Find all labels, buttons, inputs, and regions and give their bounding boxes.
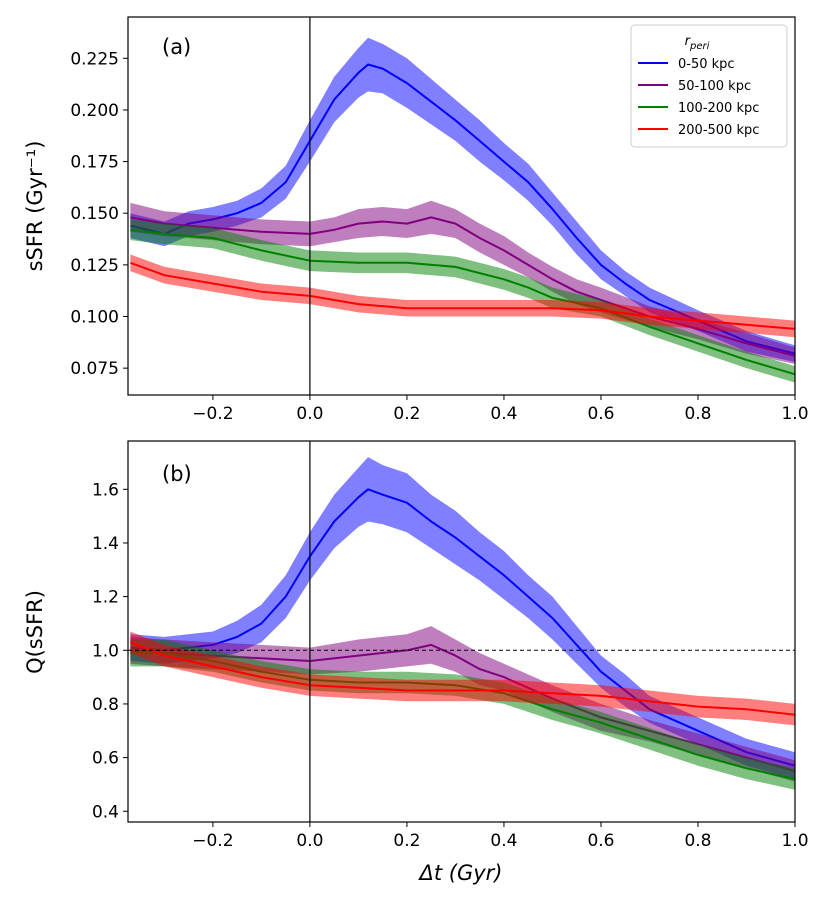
panel-a-y-tick-label: 0.100: [70, 308, 119, 328]
panel-a-x-ticks: −0.2 0.0 0.2 0.4 0.6 0.8 1.0: [192, 395, 809, 424]
panel-a-line-100-200-kpc: [130, 228, 795, 376]
panel-a-line-200-500-kpc: [130, 261, 795, 330]
panel-b-x-tick-label: 0.6: [587, 831, 614, 851]
legend-title-subscript: peri: [689, 41, 710, 52]
panel-b-x-tick-label: 0.2: [393, 831, 420, 851]
panel-a-x-tick-label: 1.0: [781, 404, 808, 424]
panel-a-band-200-500-kpc: [130, 254, 795, 338]
panel-b-x-tick-label: 0.8: [684, 831, 711, 851]
legend: rperi 0-50 kpc 50-100 kpc 100-200 kpc 200-5…: [630, 24, 788, 148]
panel-b-label: (b): [162, 462, 192, 486]
panel-b-y-tick-label: 1.4: [92, 534, 119, 554]
panel-a-y-tick-label: 0.075: [70, 359, 119, 379]
legend-label-50-100-kpc: 50-100 kpc: [678, 79, 751, 94]
panel-b-line-200-500-kpc: [130, 641, 795, 716]
panel-b-band-50-100-kpc: [130, 626, 795, 782]
panel-b-series-group: [130, 457, 795, 790]
panel-b-y-ticks: 0.4 0.6 0.8 1.0 1.2 1.4 1.6: [92, 480, 128, 822]
legend-label-100-200-kpc: 100-200 kpc: [678, 101, 759, 116]
legend-title-main: r: [685, 34, 692, 49]
panel-a-line-0-50-kpc: [130, 63, 795, 355]
panel-a-label: (a): [162, 35, 191, 59]
panel-b-y-tick-label: 0.8: [92, 695, 119, 715]
panel-a-x-tick-label: 0.8: [684, 404, 711, 424]
legend-label-200-500-kpc: 200-500 kpc: [678, 123, 759, 138]
panel-a: −0.2 0.0 0.2 0.4 0.6 0.8 1.0 0.0750.1000.1250.…: [23, 16, 809, 424]
panel-b-x-tick-label: 1.0: [781, 831, 808, 851]
panel-a-y-tick-label: 0.150: [70, 204, 119, 224]
panel-b-axes-frame: [127, 440, 796, 823]
panel-a-y-ticks: 0.075 0.100 0.125 0.150 0.175 0.200 0.225: [70, 49, 128, 379]
panel-b-band-200-500-kpc: [130, 631, 795, 726]
panel-a-x-tick-label: 0.4: [490, 404, 517, 424]
panel-a-y-tick-label: 0.175: [70, 153, 119, 173]
panel-b-y-tick-label: 1.6: [92, 480, 119, 500]
panel-a-x-tick-label: −0.2: [192, 404, 233, 424]
panel-b-y-tick-label: 1.0: [92, 641, 119, 661]
panel-a-series-group: [130, 37, 795, 383]
legend-box: [630, 24, 788, 148]
panel-a-y-tick-label: 0.225: [70, 49, 119, 69]
panel-b: −0.2 0.0 0.2 0.4 0.6 0.8 1.0 0.4 0.6 0.8 1.0 1.2 1.…: [23, 440, 809, 885]
panel-b-y-tick-label: 0.4: [92, 802, 119, 822]
panel-a-x-tick-label: 0.2: [393, 404, 420, 424]
panel-b-x-tick-label: 0.4: [490, 831, 517, 851]
legend-entries: 0-50 kpc 50-100 kpc 100-200 kpc 200-500 kpc: [638, 57, 759, 138]
panel-a-axes-frame: [127, 16, 796, 396]
panel-b-x-tick-label: −0.2: [192, 831, 233, 851]
panel-b-x-axis-title: Δt (Gyr): [418, 861, 503, 885]
panel-b-x-tick-label: 0.0: [296, 831, 323, 851]
panel-a-band-0-50-kpc: [130, 37, 795, 362]
panel-a-x-tick-label: 0.0: [296, 404, 323, 424]
panel-a-band-100-200-kpc: [130, 219, 795, 383]
panel-a-x-tick-label: 0.6: [587, 404, 614, 424]
panel-a-y-tick-label: 0.125: [70, 256, 119, 276]
panel-a-y-axis-title: sSFR (Gyr⁻¹): [23, 141, 47, 272]
panel-a-y-tick-label: 0.200: [70, 101, 119, 121]
legend-label-0-50-kpc: 0-50 kpc: [678, 57, 735, 72]
panel-b-y-tick-label: 0.6: [92, 749, 119, 769]
panel-b-y-axis-title: Q(sSFR): [23, 590, 47, 674]
panel-a-band-50-100-kpc: [130, 200, 795, 364]
panel-b-y-tick-label: 1.2: [92, 588, 119, 608]
panel-b-x-ticks: −0.2 0.0 0.2 0.4 0.6 0.8 1.0: [192, 822, 809, 851]
legend-title: rperi: [685, 34, 710, 52]
